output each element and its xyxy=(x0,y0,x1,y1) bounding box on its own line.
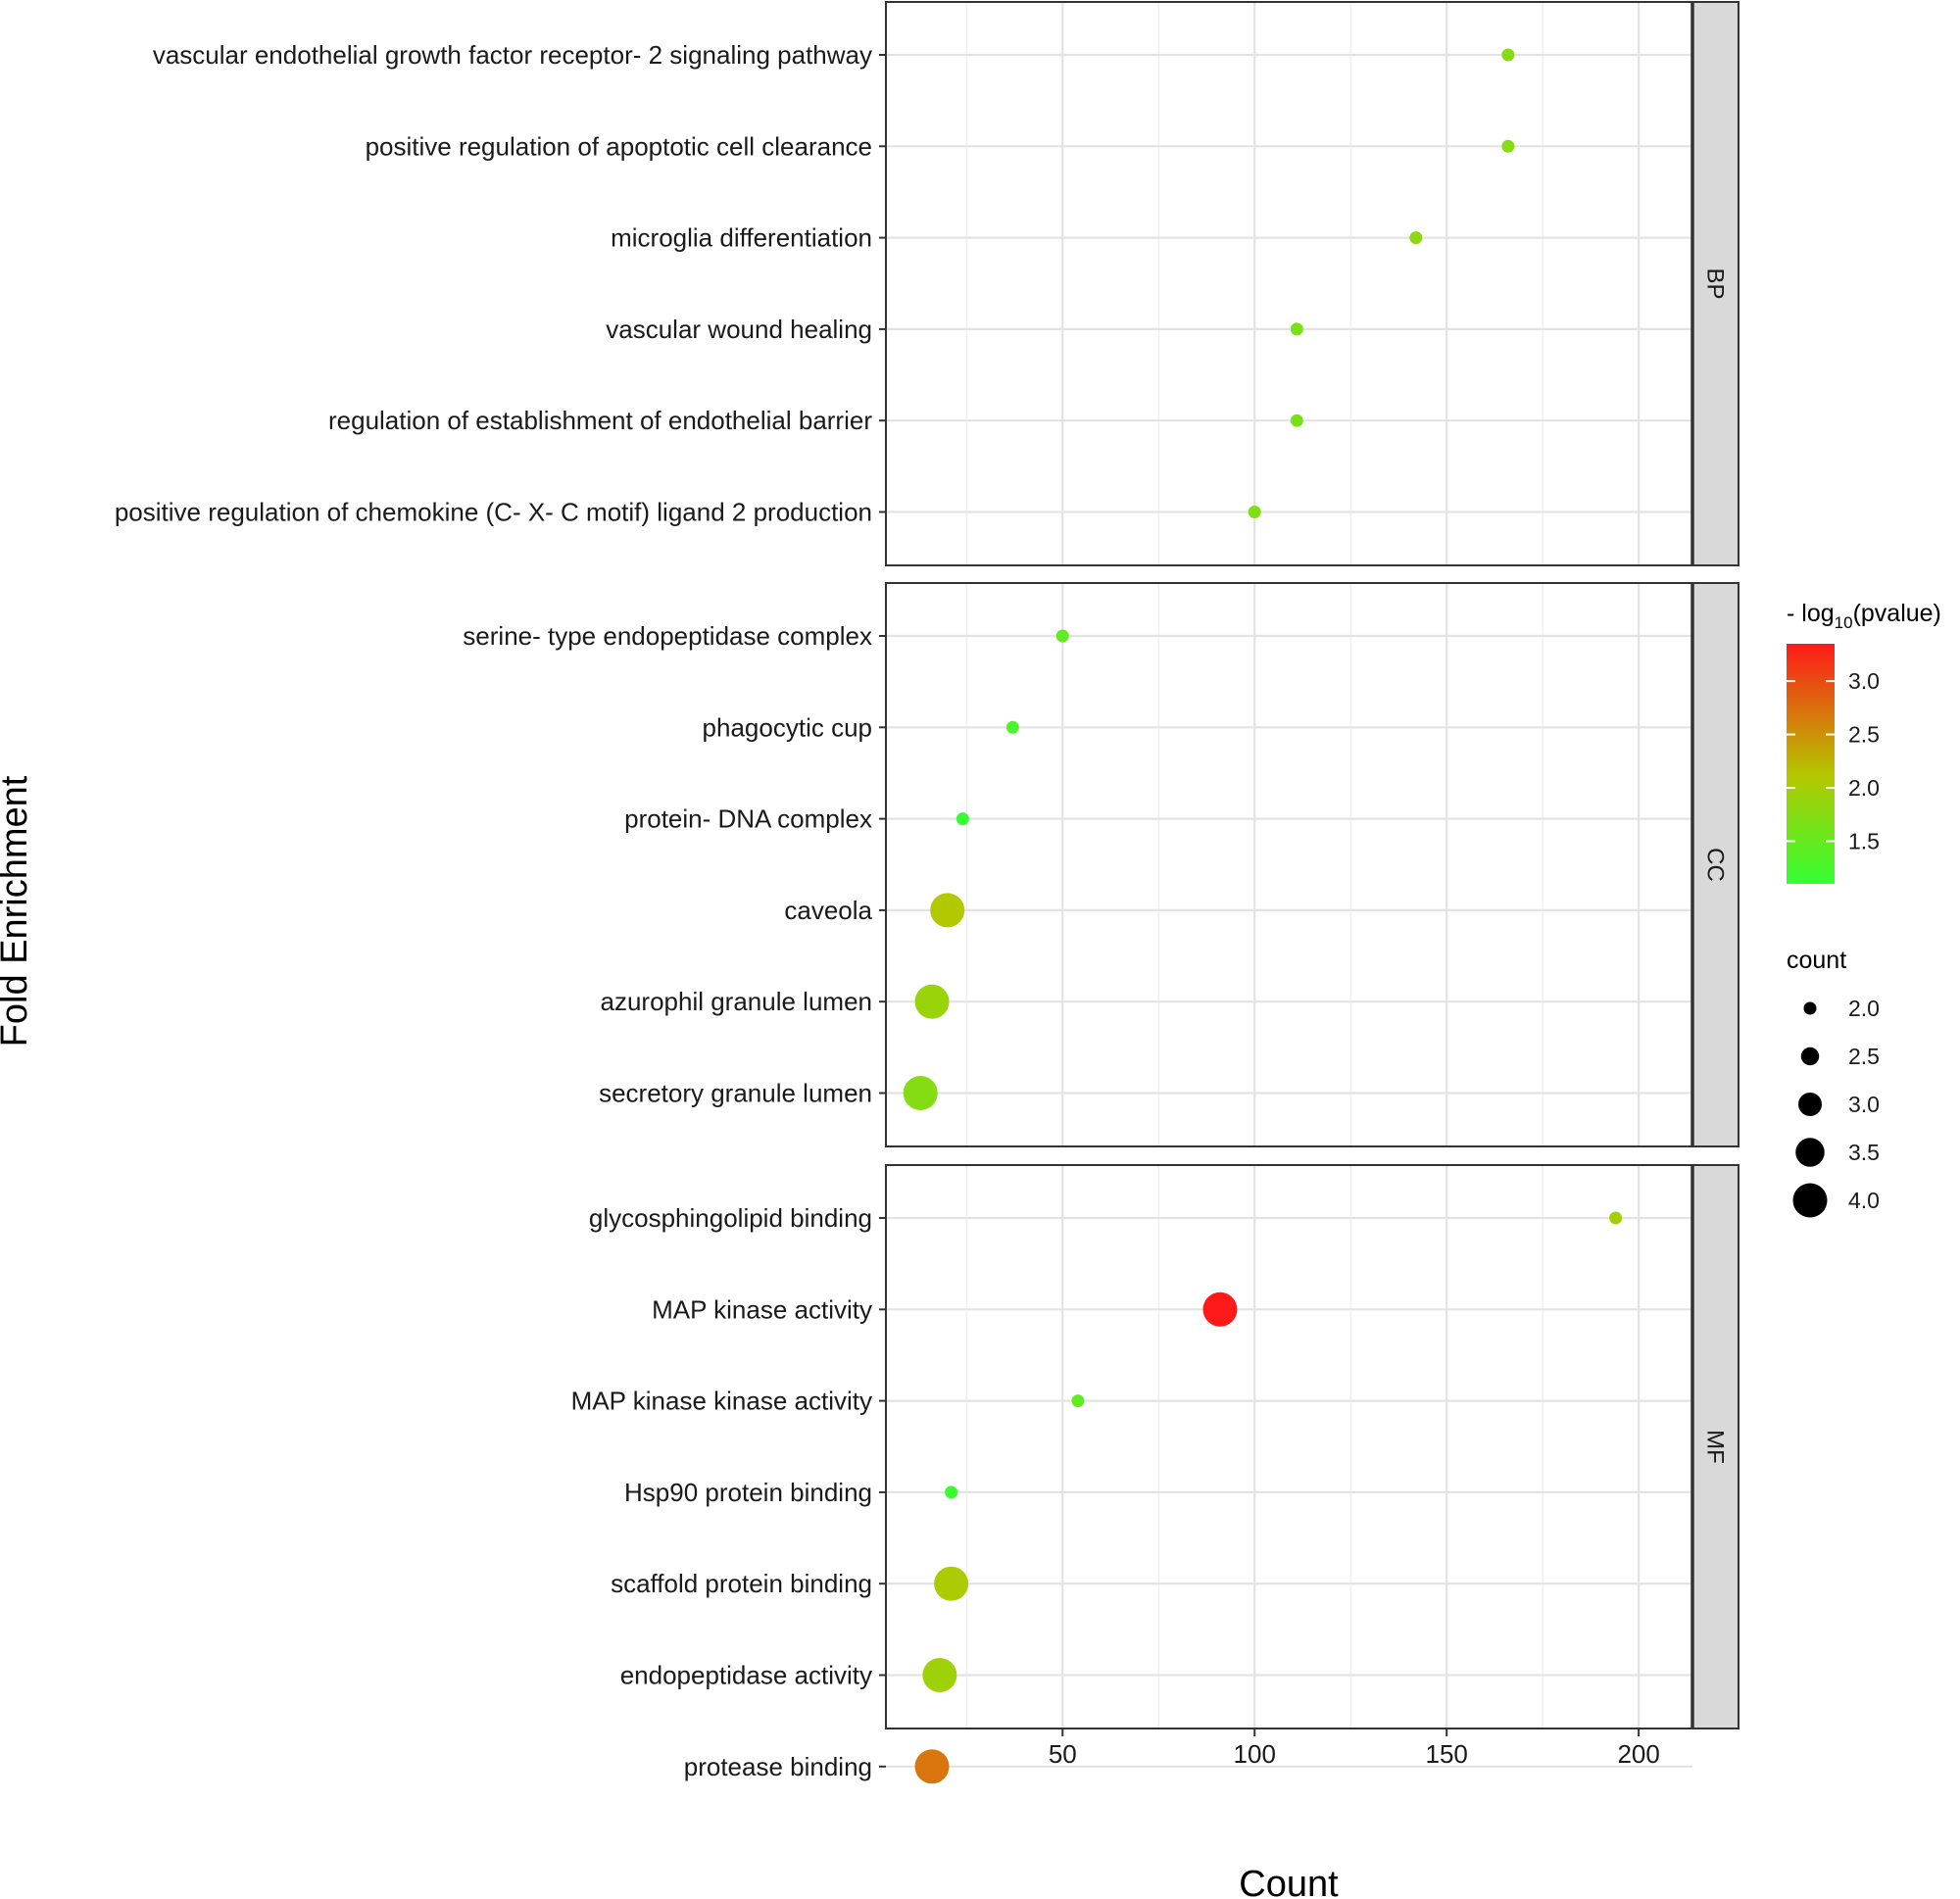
data-point xyxy=(903,1076,938,1110)
term-label: azurophil granule lumen xyxy=(600,987,872,1016)
term-label: scaffold protein binding xyxy=(611,1569,872,1598)
panel-mf: glycosphingolipid binding MAP kinase acti… xyxy=(571,1164,1740,1784)
y-axis-title: Fold Enrichment xyxy=(0,775,35,1047)
panel-background xyxy=(886,2,1692,565)
data-point xyxy=(934,1566,969,1601)
size-legend-label: 2.0 xyxy=(1848,996,1880,1021)
size-legend-label: 3.5 xyxy=(1848,1140,1880,1165)
data-point xyxy=(1248,506,1261,518)
size-legend-label: 2.5 xyxy=(1848,1044,1880,1069)
data-point xyxy=(914,984,950,1019)
size-legend-key xyxy=(1803,1001,1817,1015)
facet-strip-label: MF xyxy=(1702,1430,1729,1464)
color-legend-label: 2.0 xyxy=(1848,775,1880,801)
data-point xyxy=(1501,48,1515,62)
data-point xyxy=(1071,1394,1085,1408)
color-legend-title: - log10(pvalue) xyxy=(1787,600,1941,632)
data-point xyxy=(1290,322,1303,336)
data-point xyxy=(1055,629,1069,643)
panels-layer: vascular endothelial growth factor recep… xyxy=(115,1,1740,1784)
facet-strip xyxy=(1691,582,1740,1147)
term-label: regulation of establishment of endotheli… xyxy=(328,406,872,435)
x-tick-label: 200 xyxy=(1617,1739,1659,1769)
x-tick-label: 150 xyxy=(1425,1739,1467,1769)
data-point xyxy=(922,1658,957,1692)
panel-bp: vascular endothelial growth factor recep… xyxy=(115,1,1740,566)
term-label: MAP kinase activity xyxy=(652,1294,872,1324)
term-label: microglia differentiation xyxy=(611,223,872,253)
size-legend-key xyxy=(1798,1093,1822,1116)
panel-background xyxy=(886,1165,1692,1729)
panel-background xyxy=(886,583,1692,1146)
color-legend-label: 1.5 xyxy=(1848,828,1880,853)
term-label: caveola xyxy=(784,896,872,925)
term-label: phagocytic cup xyxy=(703,712,872,742)
data-point xyxy=(1501,139,1515,153)
data-point xyxy=(1005,720,1019,734)
size-legend-key xyxy=(1800,1047,1820,1066)
term-label: positive regulation of chemokine (C- X- … xyxy=(115,498,872,527)
term-label: protein- DNA complex xyxy=(624,804,872,834)
facet-strip xyxy=(1691,1164,1740,1729)
term-label: MAP kinase kinase activity xyxy=(571,1387,872,1416)
data-point xyxy=(1409,231,1423,245)
data-point xyxy=(914,1749,950,1784)
size-legend-key xyxy=(1795,1138,1825,1167)
size-legend-label: 4.0 xyxy=(1848,1188,1880,1213)
term-label: vascular endothelial growth factor recep… xyxy=(153,40,872,70)
term-label: secretory granule lumen xyxy=(599,1079,872,1108)
data-point xyxy=(1290,414,1303,427)
x-tick-label: 50 xyxy=(1049,1739,1077,1769)
size-legend-label: 3.0 xyxy=(1848,1092,1880,1117)
data-point xyxy=(1609,1211,1623,1225)
facet-strip-label: BP xyxy=(1702,268,1729,299)
facet-strip-label: CC xyxy=(1702,848,1729,882)
color-legend-label: 3.0 xyxy=(1848,668,1880,694)
data-point xyxy=(956,812,969,826)
data-point xyxy=(930,893,965,928)
legend: - log10(pvalue)3.02.52.01.5count2.02.53.… xyxy=(1787,600,1941,1218)
term-label: serine- type endopeptidase complex xyxy=(463,621,872,651)
term-label: glycosphingolipid binding xyxy=(589,1203,872,1233)
x-axis-title: Count xyxy=(1239,1864,1339,1899)
term-label: protease binding xyxy=(684,1752,872,1781)
x-axis: 50 100 150 200 xyxy=(1049,1729,1660,1769)
term-label: vascular wound healing xyxy=(606,315,872,344)
panel-cc: serine- type endopeptidase complex phagoc… xyxy=(463,582,1740,1147)
color-bar xyxy=(1787,644,1835,884)
term-label: endopeptidase activity xyxy=(620,1661,872,1690)
term-label: Hsp90 protein binding xyxy=(624,1478,872,1507)
size-legend-key xyxy=(1792,1183,1828,1218)
data-point xyxy=(1202,1291,1238,1327)
color-legend-label: 2.5 xyxy=(1848,722,1880,748)
data-point xyxy=(945,1485,958,1499)
size-legend-title: count xyxy=(1787,947,1846,974)
x-tick-label: 100 xyxy=(1234,1739,1276,1769)
term-label: positive regulation of apoptotic cell cl… xyxy=(366,131,872,161)
